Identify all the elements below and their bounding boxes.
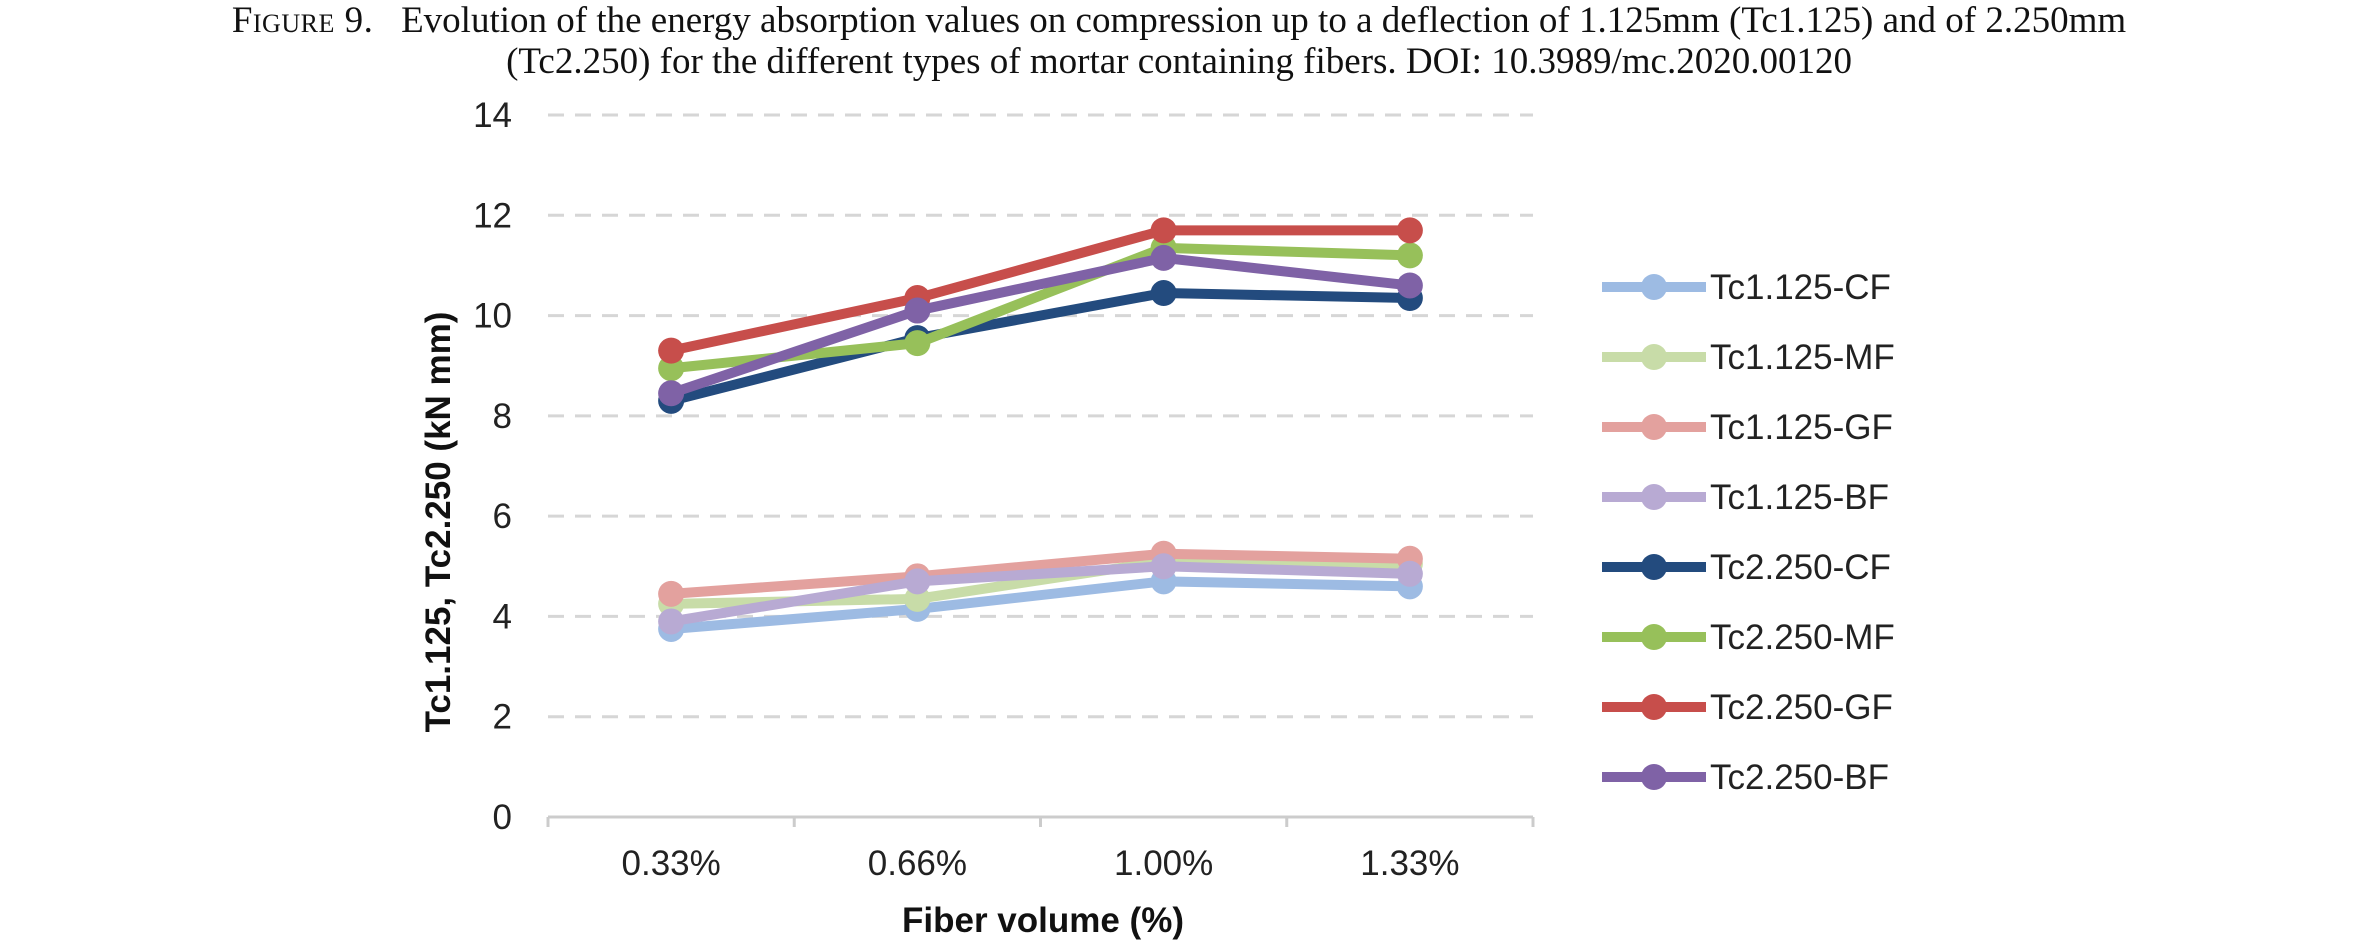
y-tick-label: 2 xyxy=(493,698,512,737)
series-line xyxy=(666,225,1415,356)
legend-item: Tc1.125-BF xyxy=(1602,478,1889,517)
caption-line-2: (Tc2.250) for the different types of mor… xyxy=(506,41,1852,82)
legend-label: Tc1.125-MF xyxy=(1710,338,1895,377)
data-point xyxy=(1396,272,1423,299)
legend-swatch-marker xyxy=(1641,554,1667,580)
x-tick-label: 0.33% xyxy=(622,844,721,883)
legend-item: Tc2.250-MF xyxy=(1602,618,1895,657)
y-tick-label: 12 xyxy=(473,196,512,235)
legend-label: Tc1.125-GF xyxy=(1710,408,1893,447)
series-line xyxy=(666,288,1415,406)
legend-item: Tc2.250-CF xyxy=(1602,548,1891,587)
figure-label: Figure 9. xyxy=(231,0,374,41)
legend-label: Tc2.250-BF xyxy=(1710,758,1889,797)
data-point xyxy=(658,337,685,364)
caption-text-1: Evolution of the energy absorption value… xyxy=(401,0,2127,41)
axes: 0 2 4 6 8 10 12 14 0.33% 0.66% 1.00% 1.33% xyxy=(473,96,1535,883)
legend-label: Tc1.125-CF xyxy=(1710,268,1891,307)
series-line xyxy=(666,548,1415,599)
series-line xyxy=(666,252,1415,399)
y-tick-label: 10 xyxy=(473,297,512,336)
data-point xyxy=(904,297,931,324)
legend: Tc1.125-CF Tc1.125-MF Tc1.125-GF Tc1.125-BF… xyxy=(1602,268,1895,797)
legend-item: Tc1.125-MF xyxy=(1602,338,1895,377)
data-point xyxy=(658,580,685,607)
data-point xyxy=(658,380,685,407)
y-tick-label: 6 xyxy=(493,497,512,536)
y-axis-title: Tc1.125, Tc2.250 (kN mm) xyxy=(419,312,458,733)
data-point xyxy=(658,608,685,635)
data-point xyxy=(1150,280,1177,307)
data-point xyxy=(904,330,931,357)
legend-item: Tc2.250-BF xyxy=(1602,758,1889,797)
data-point xyxy=(1150,217,1177,244)
legend-swatch-marker xyxy=(1641,344,1667,370)
legend-swatch-marker xyxy=(1641,694,1667,720)
legend-swatch-marker xyxy=(1641,414,1667,440)
data-point xyxy=(1396,560,1423,587)
y-tick-label: 0 xyxy=(493,798,512,837)
legend-label: Tc2.250-GF xyxy=(1710,688,1893,727)
data-point xyxy=(1150,553,1177,580)
legend-label: Tc2.250-CF xyxy=(1710,548,1891,587)
x-axis-title: Fiber volume (%) xyxy=(902,901,1184,940)
figure-caption: Figure 9. Evolution of the energy absorp… xyxy=(0,0,2358,82)
legend-item: Tc1.125-CF xyxy=(1602,268,1891,307)
legend-item: Tc2.250-GF xyxy=(1602,688,1893,727)
series-lines xyxy=(658,217,1423,642)
legend-label: Tc1.125-BF xyxy=(1710,478,1889,517)
data-point xyxy=(1396,217,1423,244)
y-tick-label: 4 xyxy=(493,597,512,636)
caption-line-1: Figure 9. Evolution of the energy absorp… xyxy=(0,0,2358,41)
data-point xyxy=(1150,244,1177,271)
x-tick-label: 1.33% xyxy=(1360,844,1459,883)
legend-swatch-marker xyxy=(1641,624,1667,650)
y-tick-label: 14 xyxy=(473,96,512,135)
series-tc2-250-bf xyxy=(658,244,1423,407)
data-point xyxy=(1396,242,1423,269)
legend-label: Tc2.250-MF xyxy=(1710,618,1895,657)
legend-swatch-marker xyxy=(1641,764,1667,790)
legend-swatch-marker xyxy=(1641,484,1667,510)
legend-swatch-marker xyxy=(1641,274,1667,300)
series-line xyxy=(666,576,1415,634)
x-tick-label: 1.00% xyxy=(1114,844,1213,883)
data-point xyxy=(904,568,931,595)
series-line xyxy=(666,561,1415,627)
x-tick-label: 0.66% xyxy=(868,844,967,883)
legend-item: Tc1.125-GF xyxy=(1602,408,1893,447)
series-tc1-125-bf xyxy=(658,553,1423,635)
y-tick-label: 8 xyxy=(493,397,512,436)
series-tc2-250-gf xyxy=(658,217,1423,364)
